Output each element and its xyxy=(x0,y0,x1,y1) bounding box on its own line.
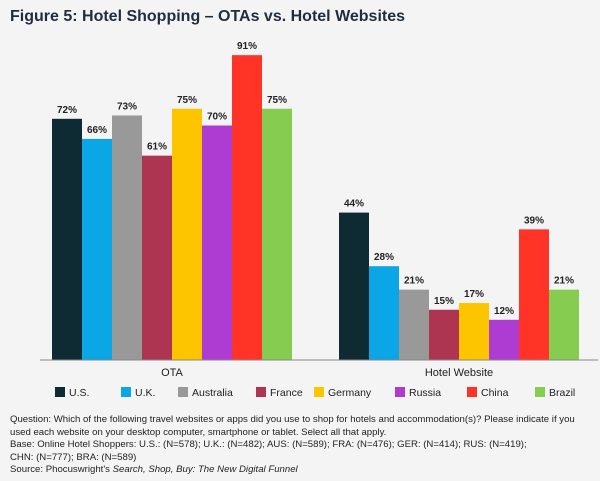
value-label-ota-china: 91% xyxy=(237,41,257,52)
bar-ota-australia xyxy=(112,115,142,360)
value-label-ota-us: 72% xyxy=(57,105,77,116)
category-labels-group: OTA Hotel Website xyxy=(161,367,493,379)
bar-hotel-website-uk xyxy=(369,266,399,360)
bar-hotel-website-brazil xyxy=(549,289,579,360)
value-label-ota-australia: 73% xyxy=(117,101,137,112)
bar-ota-russia xyxy=(202,125,232,360)
legend-swatch-china xyxy=(467,387,477,397)
category-label-hotel-website: Hotel Website xyxy=(425,367,493,379)
legend-swatch-france xyxy=(256,387,266,397)
value-label-hotel-website-uk: 28% xyxy=(374,252,394,263)
bar-ota-france xyxy=(142,155,172,360)
legend-label-us: U.S. xyxy=(69,387,89,399)
value-label-hotel-website-russia: 12% xyxy=(494,306,514,317)
bar-ota-us xyxy=(52,118,82,360)
bar-ota-germany xyxy=(172,108,202,360)
legend-label-china: China xyxy=(481,387,509,399)
legend-label-brazil: Brazil xyxy=(549,387,575,399)
bar-ota-china xyxy=(232,55,262,361)
value-label-hotel-website-australia: 21% xyxy=(404,276,424,287)
bars-group xyxy=(52,55,579,361)
footnote: Question: Which of the following travel … xyxy=(10,414,595,477)
value-label-hotel-website-brazil: 21% xyxy=(554,276,574,287)
chart-title: Figure 5: Hotel Shopping – OTAs vs. Hote… xyxy=(10,8,406,25)
value-label-ota-brazil: 75% xyxy=(267,95,287,106)
value-label-ota-uk: 66% xyxy=(87,125,107,136)
question-note: Question: Which of the following travel … xyxy=(10,414,575,438)
base-note-line2: CHN: (N=777); BRA: (N=589) xyxy=(10,451,137,463)
bar-hotel-website-australia xyxy=(399,289,429,360)
legend-label-uk: U.K. xyxy=(135,387,155,399)
value-label-hotel-website-germany: 17% xyxy=(464,289,484,300)
value-label-hotel-website-us: 44% xyxy=(344,199,364,210)
value-label-hotel-website-china: 39% xyxy=(524,215,544,226)
value-label-ota-russia: 70% xyxy=(207,112,227,123)
value-label-ota-france: 61% xyxy=(147,142,167,153)
base-note-line1: Base: Online Hotel Shoppers: U.S.: (N=57… xyxy=(10,439,527,451)
legend-label-australia: Australia xyxy=(192,387,233,399)
bar-hotel-website-china xyxy=(519,229,549,360)
bar-ota-brazil xyxy=(262,108,292,360)
bar-hotel-website-russia xyxy=(489,319,519,360)
source-prefix: Source: Phocuswright's xyxy=(10,464,113,476)
legend-swatch-brazil xyxy=(535,387,545,397)
bar-hotel-website-us xyxy=(339,212,369,360)
source-note: Source: Phocuswright's Search, Shop, Buy… xyxy=(10,464,595,477)
legend: U.S. U.K. Australia France Germany Russia Chin… xyxy=(55,387,575,399)
legend-label-germany: Germany xyxy=(328,387,372,399)
legend-swatch-uk xyxy=(121,387,131,397)
bar-hotel-website-germany xyxy=(459,303,489,360)
bar-chart: 72% 66% 73% 61% 75% 70% 91% 75% 44% 28% 21% 15% 17% 1… xyxy=(40,41,598,399)
value-label-hotel-website-france: 15% xyxy=(434,296,454,307)
legend-swatch-russia xyxy=(395,387,405,397)
legend-swatch-us xyxy=(55,387,65,397)
legend-swatch-australia xyxy=(178,387,188,397)
value-labels-group: 72% 66% 73% 61% 75% 70% 91% 75% 44% 28% 21% 15% 17% 1… xyxy=(57,41,574,317)
category-label-ota: OTA xyxy=(161,367,183,379)
bar-hotel-website-france xyxy=(429,309,459,360)
legend-label-france: France xyxy=(270,387,303,399)
bar-ota-uk xyxy=(82,138,112,360)
value-label-ota-germany: 75% xyxy=(177,95,197,106)
legend-swatch-germany xyxy=(314,387,324,397)
legend-label-russia: Russia xyxy=(409,387,441,399)
source-title: Search, Shop, Buy: The New Digital Funne… xyxy=(112,464,298,476)
